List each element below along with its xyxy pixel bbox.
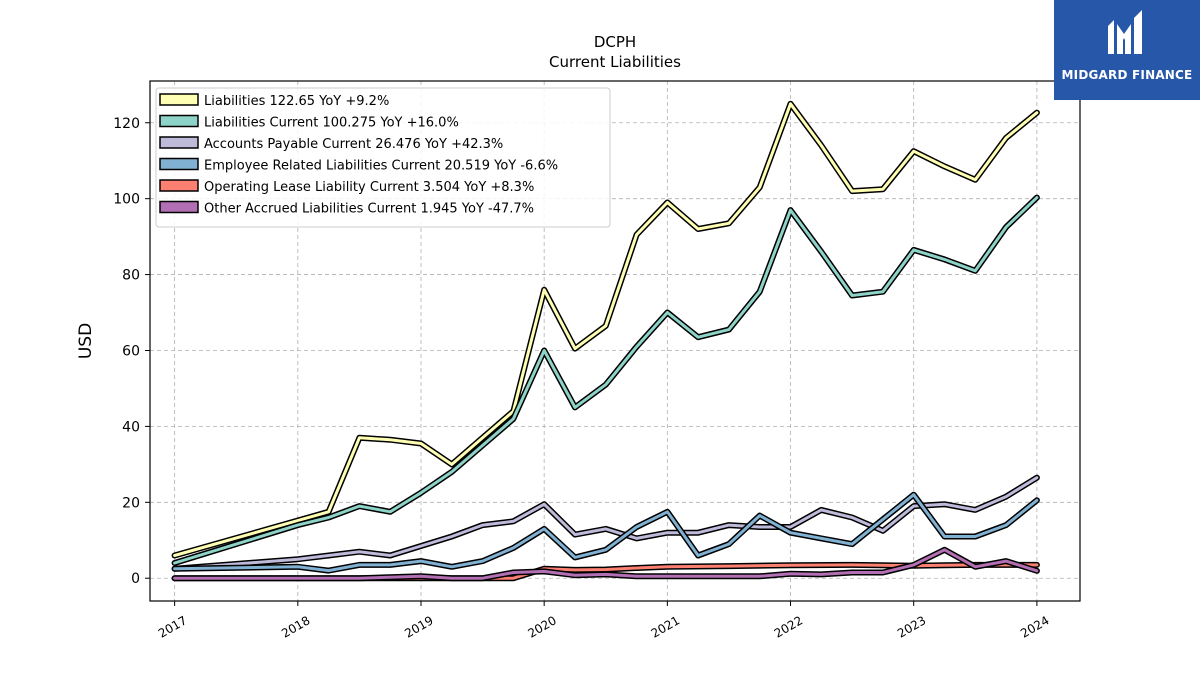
midgard-logo-icon bbox=[1108, 10, 1142, 54]
x-tick-label: 2019 bbox=[402, 613, 435, 640]
legend-swatch-0 bbox=[159, 93, 199, 106]
chart-subtitle: Current Liabilities bbox=[549, 53, 681, 71]
y-tick-label: 0 bbox=[131, 571, 140, 587]
x-tick-label: 2021 bbox=[649, 613, 682, 640]
legend-swatch-2 bbox=[159, 136, 199, 149]
legend-swatch-1 bbox=[159, 114, 199, 128]
legend-label-3: Employee Related Liabilities Current 20.… bbox=[204, 159, 558, 174]
series-line-0 bbox=[173, 102, 1039, 557]
legend-label-2: Accounts Payable Current 26.476 YoY +42.… bbox=[204, 137, 503, 152]
x-tick-label: 2024 bbox=[1018, 613, 1051, 640]
y-tick-label: 40 bbox=[122, 419, 140, 435]
x-tick-label: 2023 bbox=[895, 613, 928, 640]
legend-label-1: Liabilities Current 100.275 YoY +16.0% bbox=[204, 116, 459, 131]
series-lines bbox=[171, 100, 1040, 582]
y-tick-label: 80 bbox=[122, 268, 140, 284]
chart-title: DCPH bbox=[594, 33, 636, 51]
legend-swatch-3 bbox=[159, 157, 199, 171]
series-line-1 bbox=[173, 196, 1039, 565]
x-tick-label: 2018 bbox=[279, 613, 312, 640]
y-tick-label: 60 bbox=[122, 343, 140, 359]
x-tick-label: 2017 bbox=[156, 613, 189, 640]
plot-frame bbox=[149, 80, 1081, 602]
legend-label-0: Liabilities 122.65 YoY +9.2% bbox=[204, 94, 389, 109]
x-tick-label: 2022 bbox=[772, 613, 805, 640]
y-axis-label: USD bbox=[76, 323, 96, 359]
logo-text: MIDGARD FINANCE bbox=[1061, 68, 1193, 82]
x-axis: 2017 2018 2019 2020 2021 2022 2023 2024 bbox=[156, 601, 1052, 641]
legend: Liabilities 122.65 YoY +9.2% Liabilities … bbox=[155, 87, 611, 228]
series-line-2 bbox=[173, 476, 1039, 571]
legend-swatch-4 bbox=[159, 179, 199, 192]
series-line-3 bbox=[173, 493, 1039, 573]
legend-label-5: Other Accrued Liabilities Current 1.945 … bbox=[204, 202, 534, 217]
series-line-5 bbox=[173, 548, 1039, 580]
y-tick-label: 20 bbox=[122, 495, 140, 511]
y-tick-label: 120 bbox=[113, 116, 140, 132]
x-tick-label: 2020 bbox=[525, 613, 558, 640]
legend-label-4: Operating Lease Liability Current 3.504 … bbox=[204, 180, 534, 195]
legend-swatch-5 bbox=[159, 200, 199, 214]
legend-box bbox=[155, 87, 611, 228]
y-axis: 0 20 40 60 80 100 120 bbox=[113, 116, 150, 587]
midgard-finance-logo: MIDGARD FINANCE bbox=[1054, 0, 1200, 100]
y-tick-label: 100 bbox=[113, 192, 140, 208]
